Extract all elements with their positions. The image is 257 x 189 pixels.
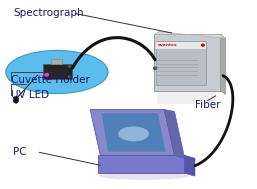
Polygon shape xyxy=(185,156,195,176)
FancyBboxPatch shape xyxy=(51,59,62,64)
Polygon shape xyxy=(154,32,226,38)
Circle shape xyxy=(68,76,71,78)
Ellipse shape xyxy=(6,50,108,94)
Text: Spectrograph: Spectrograph xyxy=(13,8,84,18)
Polygon shape xyxy=(164,109,185,158)
Polygon shape xyxy=(221,34,226,94)
Polygon shape xyxy=(90,109,175,156)
Text: PC: PC xyxy=(13,147,27,157)
Ellipse shape xyxy=(99,172,189,180)
Polygon shape xyxy=(102,113,166,152)
Text: UV LED: UV LED xyxy=(11,90,49,99)
Ellipse shape xyxy=(118,126,149,141)
FancyBboxPatch shape xyxy=(156,42,206,49)
Text: avantes: avantes xyxy=(158,43,178,47)
Text: Fiber: Fiber xyxy=(195,100,221,110)
FancyBboxPatch shape xyxy=(157,92,216,104)
FancyBboxPatch shape xyxy=(43,64,72,80)
Circle shape xyxy=(153,67,157,69)
Ellipse shape xyxy=(13,96,19,103)
Circle shape xyxy=(45,74,49,76)
Circle shape xyxy=(68,65,71,67)
Polygon shape xyxy=(13,75,38,102)
Circle shape xyxy=(201,44,204,46)
FancyBboxPatch shape xyxy=(154,34,221,91)
Text: Cuvette Holder: Cuvette Holder xyxy=(11,75,90,85)
FancyBboxPatch shape xyxy=(156,41,206,85)
Polygon shape xyxy=(98,156,185,173)
